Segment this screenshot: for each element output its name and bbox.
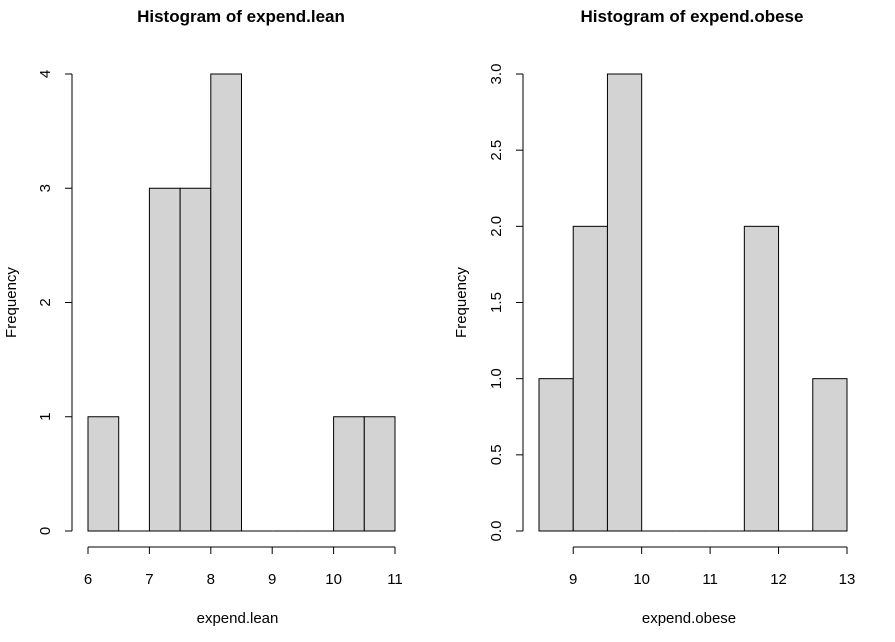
x-axis-label: expend.lean (197, 610, 279, 627)
x-tick-label: 13 (839, 571, 856, 588)
histogram-bar (179, 187, 212, 532)
histogram-bar (812, 378, 848, 532)
x-tick-label: 6 (84, 571, 92, 588)
y-tick-label: 1.5 (488, 292, 505, 313)
histogram-bar (87, 416, 120, 532)
y-tick-label: 2.0 (488, 216, 505, 237)
x-tick-label: 11 (387, 571, 403, 588)
x-tick-label: 8 (207, 571, 215, 588)
y-axis-label: Frequency (453, 267, 470, 338)
y-tick-label: 1 (37, 413, 54, 421)
x-tick-label: 9 (569, 571, 577, 588)
histogram-bar (538, 378, 574, 532)
histogram-bar (210, 73, 243, 532)
histogram-bar (606, 73, 643, 532)
histogram-bar (572, 225, 608, 532)
y-tick-label: 3.0 (488, 64, 505, 85)
x-tick-label: 10 (325, 571, 342, 588)
chart-title: Histogram of expend.lean (137, 7, 345, 26)
y-tick-label: 3 (37, 184, 54, 192)
y-tick-label: 1.0 (488, 368, 505, 389)
x-axis-label: expend.obese (642, 610, 736, 627)
x-tick-label: 9 (268, 571, 276, 588)
histogram-bar (333, 416, 365, 532)
x-tick-label: 7 (145, 571, 153, 588)
y-tick-label: 0 (37, 527, 54, 535)
histogram-bar (363, 416, 396, 532)
y-tick-label: 2 (37, 298, 54, 306)
histogram-bar (743, 225, 780, 532)
x-tick-label: 11 (702, 571, 718, 588)
y-axis-label: Frequency (3, 267, 20, 338)
y-tick-label: 4 (37, 70, 54, 78)
y-tick-label: 2.5 (488, 140, 505, 161)
histogram-bar (148, 187, 181, 532)
histogram-panel-1: Histogram of expend.lean 6 7 8 9 10 11 0 1 2 3 4 exp… (3, 7, 403, 627)
x-tick-label: 10 (633, 571, 650, 588)
x-tick-label: 12 (770, 571, 787, 588)
chart-title: Histogram of expend.obese (581, 7, 804, 26)
y-tick-label: 0.0 (488, 521, 505, 542)
histogram-panel-2: Histogram of expend.obese 9 10 11 12 13 0.0 0.5… (453, 7, 855, 627)
y-tick-label: 0.5 (488, 444, 505, 465)
